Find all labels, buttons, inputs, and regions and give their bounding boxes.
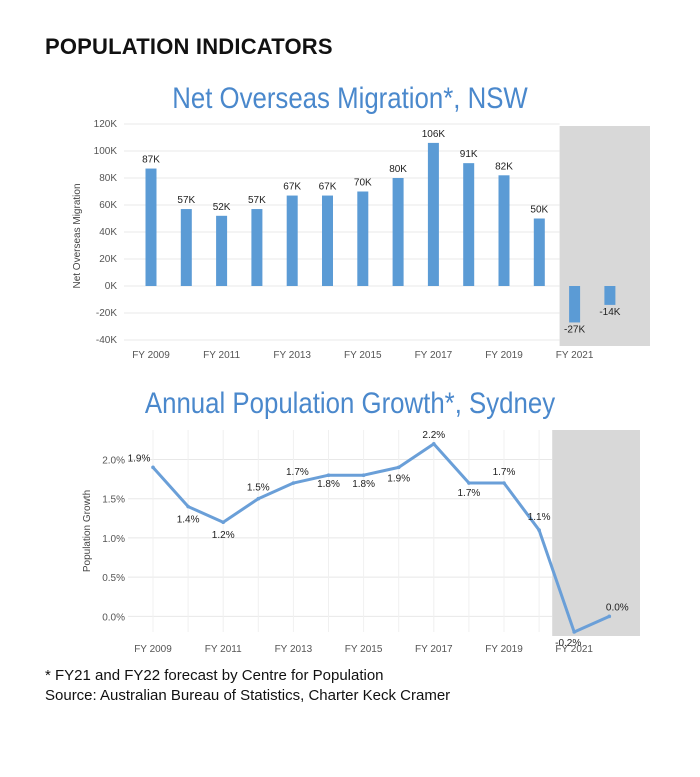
bar-data-label: 67K	[319, 182, 337, 193]
y-tick-label: -40K	[96, 335, 117, 346]
y-tick-label: 0K	[105, 281, 118, 292]
y-tick-label: 0.5%	[102, 573, 125, 584]
x-tick-label: FY 2013	[275, 644, 313, 655]
bar-data-label: 87K	[142, 155, 160, 166]
line-data-label: 1.8%	[352, 479, 375, 490]
bar	[427, 142, 439, 286]
line-point	[186, 504, 190, 509]
migration-bar-chart: 120K 100K 80K 60K 40K 20K 0K -20K -40K 87K 57K 52K 5…	[72, 120, 650, 361]
line-point	[291, 481, 296, 485]
line-data-label: 0.0%	[606, 602, 629, 613]
y-tick-label: 1.0%	[102, 534, 125, 545]
x-tick-label: FY 2013	[273, 350, 311, 361]
line-data-label: 1.2%	[212, 530, 235, 541]
x-tick-label: FY 2011	[205, 644, 242, 655]
bar-data-label: 70K	[354, 178, 372, 189]
x-tick-label: FY 2011	[203, 350, 240, 361]
line-point	[537, 528, 541, 532]
x-tick-label: FY 2009	[134, 644, 172, 655]
line-data-label: 1.7%	[458, 488, 481, 499]
bar-data-label: -27K	[564, 324, 585, 335]
y-tick-label: 40K	[99, 227, 117, 238]
bar	[251, 209, 263, 286]
x-tick-label: FY 2021	[556, 350, 594, 361]
line-data-label: 1.7%	[286, 467, 309, 478]
y-tick-label: 20K	[99, 254, 117, 265]
y-axis-label: Population Growth	[82, 490, 93, 572]
line-point	[221, 520, 225, 525]
bar-data-label: 82K	[495, 161, 513, 172]
bar	[216, 215, 228, 286]
forecast-footnote: * FY21 and FY22 forecast by Centre for P…	[45, 667, 384, 684]
x-tick-label: FY 2017	[415, 644, 453, 655]
bar-data-label: 91K	[460, 149, 478, 160]
bar	[498, 175, 510, 286]
forecast-shade	[552, 430, 640, 636]
line-data-label: 1.5%	[247, 483, 270, 494]
migration-chart-title: Net Overseas Migration*, NSW	[172, 82, 528, 115]
bar-data-label: -14K	[599, 307, 620, 318]
y-tick-label: 100K	[94, 146, 118, 157]
growth-chart-title: Annual Population Growth*, Sydney	[144, 387, 556, 420]
line-data-label: 1.8%	[317, 479, 340, 490]
line-point	[326, 473, 331, 477]
x-tick-label: FY 2009	[132, 350, 170, 361]
y-tick-label: 1.5%	[102, 495, 125, 506]
x-tick-label: FY 2015	[344, 350, 382, 361]
growth-line-chart: 2.0% 1.5% 1.0% 0.5% 0.0% 1.9% 1.4% 1.2% 1.5% 1.7%…	[82, 430, 640, 655]
x-tick-label: FY 2019	[485, 350, 523, 361]
bar	[533, 218, 545, 286]
y-axis-label: Net Overseas Migration	[72, 183, 83, 288]
bar	[322, 195, 333, 286]
bar-data-label: 57K	[248, 195, 266, 206]
bar	[463, 163, 475, 286]
y-tick-label: -20K	[96, 308, 117, 319]
bar	[569, 286, 581, 323]
bar-data-label: 50K	[530, 205, 548, 216]
line-data-label: 1.1%	[528, 512, 551, 523]
y-tick-label: 120K	[94, 120, 118, 130]
bar-data-label: 80K	[389, 164, 407, 175]
line-data-label: 1.9%	[387, 473, 410, 484]
line-data-label: -0.2%	[555, 638, 581, 649]
y-tick-label: 0.0%	[102, 612, 125, 623]
line-point	[361, 473, 366, 477]
x-tick-label: FY 2019	[485, 644, 523, 655]
y-tick-label: 80K	[99, 173, 117, 184]
line-point	[151, 465, 155, 470]
line-point	[256, 496, 261, 501]
y-tick-label: 60K	[99, 200, 117, 211]
line-point	[432, 442, 436, 446]
bar-data-label: 57K	[177, 195, 195, 206]
bar-data-label: 106K	[422, 129, 446, 140]
line-point	[607, 614, 612, 619]
x-tick-label: FY 2017	[415, 350, 453, 361]
bar	[180, 209, 192, 286]
x-tick-label: FY 2021	[555, 644, 593, 655]
y-tick-label: 2.0%	[102, 456, 125, 467]
line-data-label: 1.7%	[493, 467, 516, 478]
x-tick-label: FY 2015	[345, 644, 383, 655]
bar	[145, 168, 157, 286]
bar-data-label: 67K	[283, 182, 301, 193]
line-point	[572, 630, 576, 634]
line-data-label: 1.4%	[177, 515, 200, 526]
bar	[286, 195, 298, 286]
bar	[357, 191, 369, 286]
bar	[604, 286, 616, 305]
bar-data-label: 52K	[213, 202, 231, 213]
growth-line	[151, 442, 610, 634]
line-data-label: 2.2%	[422, 430, 445, 441]
line-data-label: 1.9%	[128, 453, 151, 464]
source-note: Source: Australian Bureau of Statistics,…	[45, 687, 451, 704]
page-heading: POPULATION INDICATORS	[45, 34, 333, 59]
bar	[392, 178, 404, 286]
line-point	[502, 481, 506, 485]
line-point	[396, 465, 401, 470]
line-point	[467, 481, 471, 485]
